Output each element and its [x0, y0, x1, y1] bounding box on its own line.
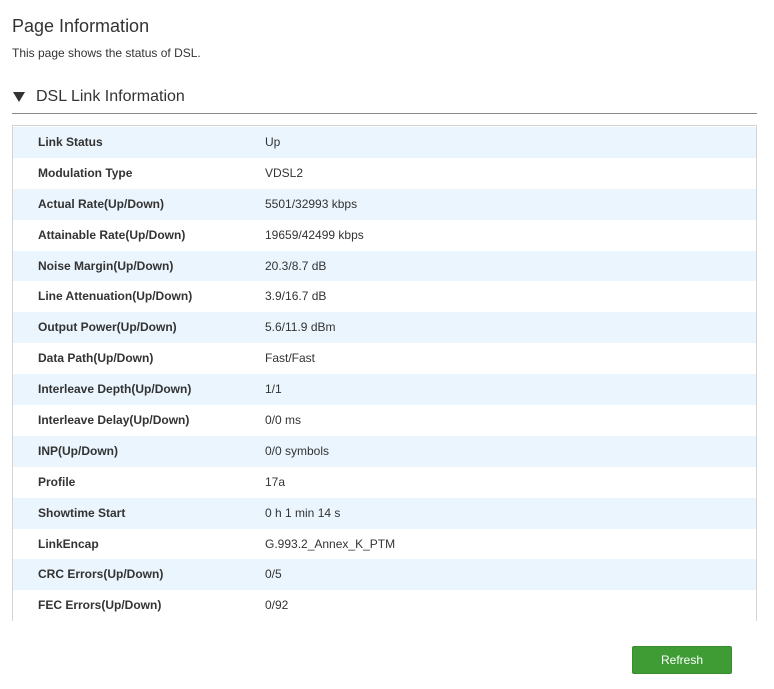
table-row: LinkEncap G.993.2_Annex_K_PTM	[13, 528, 756, 560]
row-label: Showtime Start	[38, 505, 126, 520]
row-label: FEC Errors(Up/Down)	[38, 598, 162, 613]
table-row: Data Path(Up/Down) Fast/Fast	[13, 343, 756, 375]
section-header[interactable]: DSL Link Information	[12, 85, 757, 114]
row-label: Interleave Delay(Up/Down)	[38, 413, 190, 428]
row-value: 20.3/8.7 dB	[265, 258, 327, 273]
row-label: Profile	[38, 474, 76, 489]
table-row: Profile 17a	[13, 466, 756, 498]
section-title: DSL Link Information	[36, 88, 185, 105]
row-value: 0/5	[265, 567, 282, 582]
row-value: 17a	[265, 474, 286, 489]
row-value: Fast/Fast	[265, 351, 316, 366]
row-label: Modulation Type	[38, 165, 133, 180]
table-row: Interleave Delay(Up/Down) 0/0 ms	[13, 405, 756, 436]
row-value: 0 h 1 min 14 s	[265, 505, 341, 520]
table-row: Interleave Depth(Up/Down) 1/1	[13, 374, 756, 406]
row-label: Interleave Depth(Up/Down)	[38, 382, 192, 397]
table-row: CRC Errors(Up/Down) 0/5	[13, 559, 756, 591]
table-row: Attainable Rate(Up/Down) 19659/42499 kbp…	[13, 219, 756, 251]
row-label: LinkEncap	[38, 536, 99, 551]
table-row: Link Status Up	[13, 127, 756, 158]
table-row: INP(Up/Down) 0/0 symbols	[13, 435, 756, 467]
row-value: 3.9/16.7 dB	[265, 289, 327, 304]
row-value: 5.6/11.9 dBm	[265, 320, 336, 335]
page-description: This page shows the status of DSL.	[12, 46, 201, 60]
table-row: Modulation Type VDSL2	[13, 157, 756, 189]
row-label: Data Path(Up/Down)	[38, 351, 154, 366]
row-value: 5501/32993 kbps	[265, 196, 358, 211]
row-value: 0/92	[265, 598, 289, 613]
row-value: VDSL2	[265, 165, 304, 180]
row-value: Up	[265, 135, 281, 149]
row-value: 19659/42499 kbps	[265, 227, 364, 242]
row-label: Noise Margin(Up/Down)	[38, 258, 174, 273]
page-title: Page Information	[12, 16, 150, 36]
row-value: 1/1	[265, 382, 282, 397]
row-label: Link Status	[38, 135, 103, 149]
dsl-info-table: Link Status Up Modulation Type VDSL2 Act…	[12, 125, 757, 622]
table-row: Line Attenuation(Up/Down) 3.9/16.7 dB	[13, 281, 756, 313]
triangle-down-icon[interactable]	[13, 92, 25, 102]
row-label: CRC Errors(Up/Down)	[38, 567, 164, 582]
row-label: Line Attenuation(Up/Down)	[38, 289, 193, 304]
row-value: 0/0 ms	[265, 413, 302, 428]
row-label: Output Power(Up/Down)	[38, 320, 177, 335]
table-row: Noise Margin(Up/Down) 20.3/8.7 dB	[13, 250, 756, 282]
refresh-button[interactable]: Refresh	[632, 646, 732, 674]
table-row: FEC Errors(Up/Down) 0/92	[13, 590, 756, 622]
row-label: Actual Rate(Up/Down)	[38, 196, 164, 211]
row-label: Attainable Rate(Up/Down)	[38, 227, 186, 242]
row-value: 0/0 symbols	[265, 443, 330, 458]
table-row: Showtime Start 0 h 1 min 14 s	[13, 497, 756, 529]
table-row: Output Power(Up/Down) 5.6/11.9 dBm	[13, 312, 756, 344]
row-value: G.993.2_Annex_K_PTM	[265, 536, 396, 551]
row-label: INP(Up/Down)	[38, 443, 118, 458]
table-row: Actual Rate(Up/Down) 5501/32993 kbps	[13, 188, 756, 220]
